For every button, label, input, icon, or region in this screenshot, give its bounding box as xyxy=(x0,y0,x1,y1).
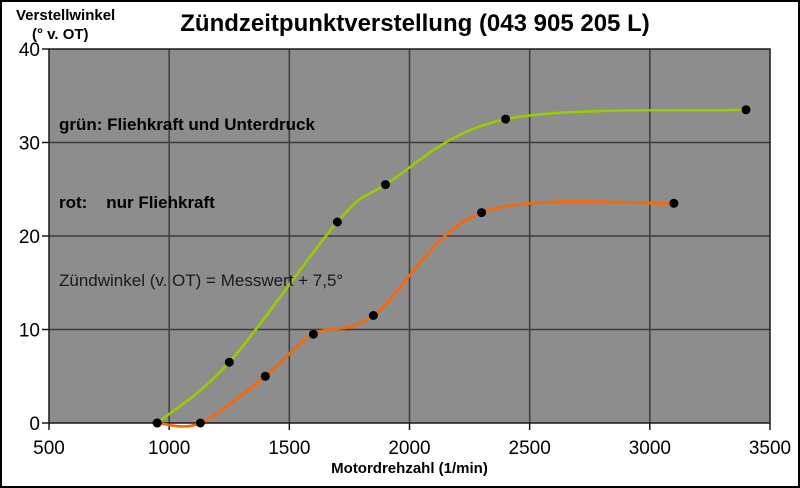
x-tick-label: 1000 xyxy=(148,438,190,459)
orange-curve xyxy=(155,200,676,428)
data-point-marker xyxy=(332,217,342,227)
y-axis-title-line1: Verstellwinkel xyxy=(16,7,116,24)
data-point-marker xyxy=(224,357,234,367)
x-axis-title: Motordrehzahl (1/min) xyxy=(331,460,488,477)
x-tick-label: 3500 xyxy=(749,438,791,459)
y-tick-label: 40 xyxy=(19,40,40,61)
data-point-marker xyxy=(152,418,162,428)
data-point-marker xyxy=(368,311,378,320)
x-tick-label: 3000 xyxy=(629,438,671,459)
y-tick-label: 20 xyxy=(19,227,40,248)
data-point-marker xyxy=(501,114,511,124)
y-axis-title-line2: (° v. OT) xyxy=(32,26,89,43)
x-tick-label: 500 xyxy=(33,438,65,459)
data-point-marker xyxy=(195,418,205,428)
y-tick-label: 30 xyxy=(19,134,40,155)
data-point-marker xyxy=(477,208,487,218)
chart-title: Zündzeitpunktverstellung (043 905 205 L) xyxy=(180,10,650,37)
legend-entry-green: grün: Fliehkraft und Unterdruck xyxy=(59,115,315,134)
data-point-marker xyxy=(381,180,390,190)
data-point-marker xyxy=(308,329,318,339)
y-tick-label: 0 xyxy=(29,414,40,435)
y-tick-label: 10 xyxy=(19,321,40,342)
legend-entry-red: rot: nur Fliehkraft xyxy=(59,193,215,212)
data-point-marker xyxy=(260,371,270,381)
x-tick-label: 2500 xyxy=(509,438,551,459)
x-tick-label: 2000 xyxy=(388,438,430,459)
legend-annotation: Zündwinkel (v. OT) = Messwert + 7,5° xyxy=(59,271,344,290)
x-tick-label: 1500 xyxy=(268,438,310,459)
data-point-marker xyxy=(741,105,751,115)
data-point-marker xyxy=(669,198,679,208)
legend: grün: Fliehkraft und Unterdruck rot: nur… xyxy=(59,60,343,346)
